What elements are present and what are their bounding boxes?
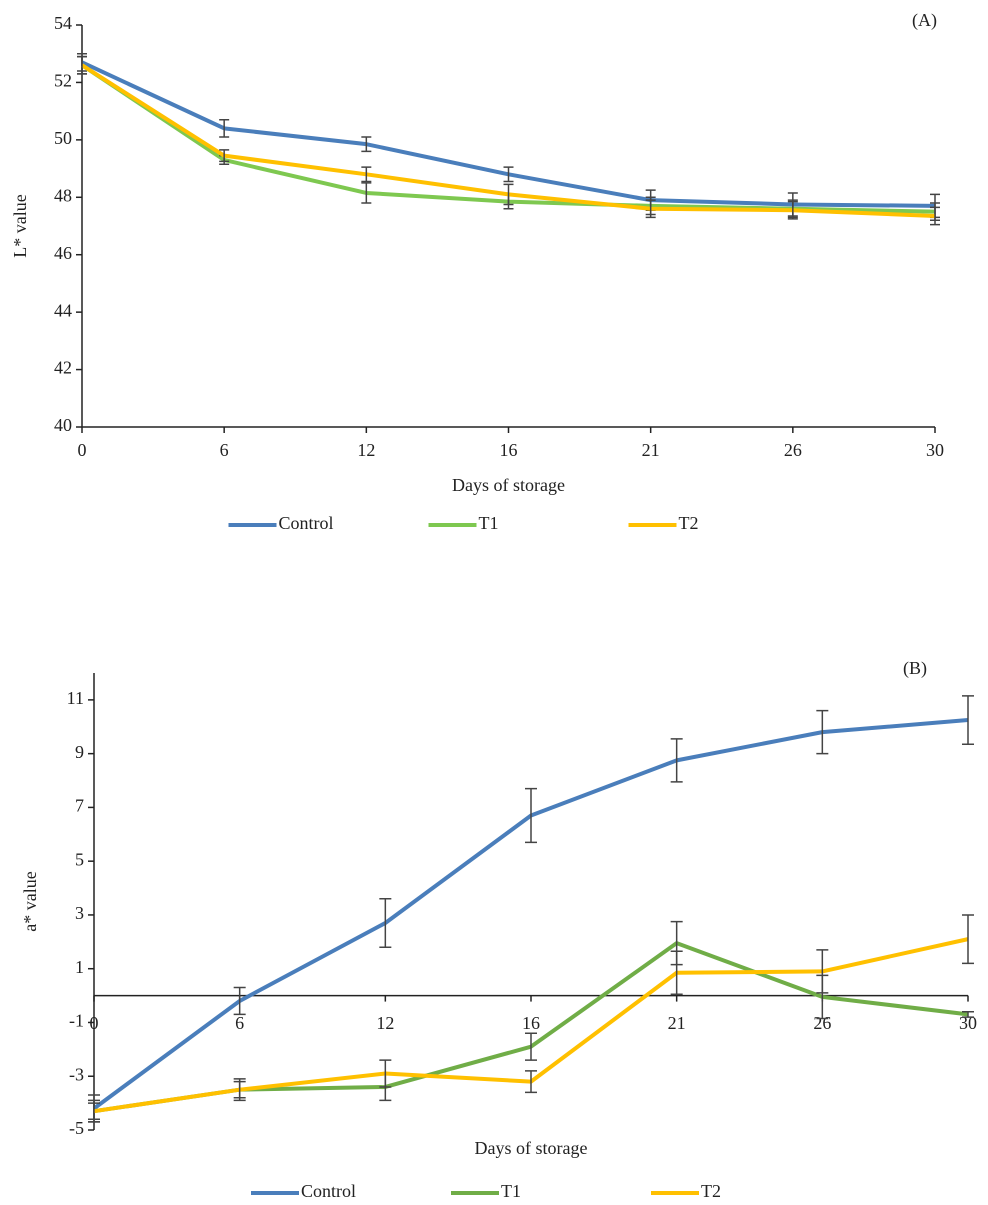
y-tick-label: 7 (75, 796, 84, 816)
x-tick-label: 21 (668, 1013, 686, 1033)
error-bar (670, 950, 683, 995)
error-bar (816, 709, 829, 755)
error-bar (503, 183, 514, 206)
y-tick-label: 11 (67, 688, 84, 708)
x-tick-label: 16 (522, 1013, 540, 1033)
legend-label: T1 (501, 1181, 521, 1201)
error-bar (525, 1070, 537, 1094)
error-bar (962, 1010, 974, 1018)
error-bar (361, 182, 372, 204)
error-bar (930, 206, 940, 226)
x-axis-title: Days of storage (475, 1138, 588, 1158)
error-bar (525, 1032, 537, 1061)
error-bar (787, 200, 798, 220)
y-tick-label: 50 (54, 128, 72, 148)
error-bar (670, 738, 683, 783)
x-tick-label: 0 (90, 1013, 99, 1033)
error-bar (219, 119, 230, 138)
error-bar (645, 199, 656, 219)
y-tick-label: 9 (75, 742, 84, 762)
y-axis-title: L* value (10, 194, 30, 257)
y-tick-label: 3 (75, 903, 84, 923)
error-bar (379, 898, 392, 948)
error-bar (233, 1080, 246, 1099)
error-bar (962, 695, 974, 745)
legend-label: T1 (479, 513, 499, 533)
y-tick-label: 44 (54, 300, 72, 320)
error-bar (77, 55, 87, 75)
y-axis-title: a* value (20, 871, 40, 931)
y-tick-label: 48 (54, 185, 72, 205)
x-tick-label: 21 (642, 440, 660, 460)
x-tick-label: 30 (926, 440, 944, 460)
legend-label: T2 (679, 513, 699, 533)
y-tick-label: 42 (54, 358, 72, 378)
error-bar (525, 787, 537, 844)
error-bar (233, 986, 246, 1016)
y-tick-label: 40 (54, 415, 72, 435)
x-tick-label: 6 (235, 1013, 244, 1033)
error-bar (361, 136, 372, 153)
error-bar (816, 949, 829, 994)
y-tick-label: -1 (69, 1011, 84, 1031)
x-tick-label: 12 (357, 440, 375, 460)
x-axis-title: Days of storage (452, 475, 565, 495)
legend-label: Control (279, 513, 334, 533)
y-tick-label: 52 (54, 71, 72, 91)
error-bar (88, 1102, 100, 1120)
y-tick-label: 46 (54, 243, 72, 263)
y-tick-label: 5 (75, 849, 84, 869)
y-tick-label: 54 (54, 13, 72, 33)
legend-label: Control (301, 1181, 356, 1201)
error-bar (219, 149, 230, 163)
x-tick-label: 16 (500, 440, 518, 460)
error-bar (503, 166, 514, 183)
x-tick-label: 12 (376, 1013, 394, 1033)
x-tick-label: 6 (220, 440, 229, 460)
error-bar (361, 166, 372, 183)
x-tick-label: 26 (784, 440, 802, 460)
panel-label: (A) (912, 10, 937, 31)
y-tick-label: 1 (75, 957, 84, 977)
error-bar (962, 914, 974, 965)
legend-label: T2 (701, 1181, 721, 1201)
y-tick-label: -5 (69, 1118, 84, 1138)
panel-label: (B) (903, 658, 927, 679)
y-tick-label: -3 (69, 1064, 84, 1084)
x-tick-label: 0 (78, 440, 87, 460)
x-tick-label: 30 (959, 1013, 977, 1033)
error-bar (379, 1059, 392, 1088)
